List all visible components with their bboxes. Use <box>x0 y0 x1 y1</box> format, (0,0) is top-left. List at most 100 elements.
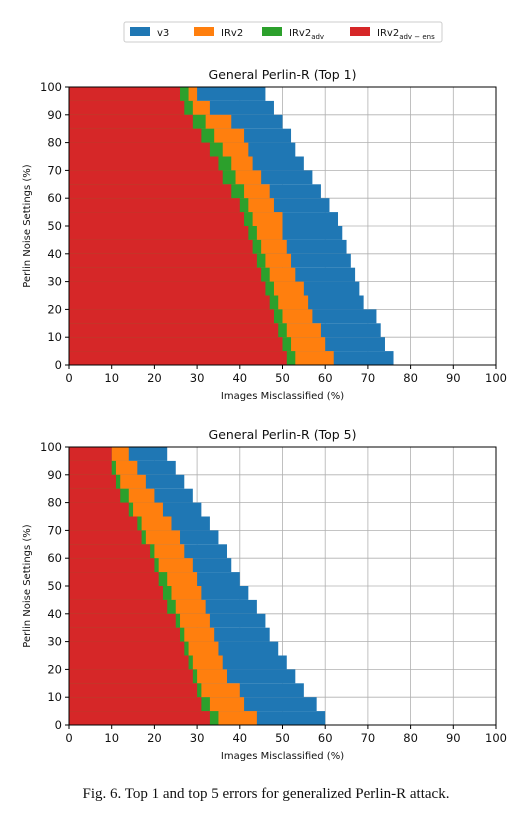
y-tick-label: 0 <box>55 358 62 372</box>
y-tick-label: 90 <box>47 108 62 122</box>
x-tick-label: 70 <box>361 731 376 745</box>
bar <box>69 309 274 324</box>
y-tick-label: 10 <box>47 330 62 344</box>
bar <box>69 599 168 614</box>
x-tick-label: 80 <box>403 731 418 745</box>
y-tick-label: 100 <box>40 80 62 94</box>
bar <box>69 156 219 171</box>
x-tick-label: 50 <box>275 371 290 385</box>
y-tick-label: 60 <box>47 191 62 205</box>
bar <box>69 613 176 628</box>
x-tick-label: 20 <box>147 731 162 745</box>
bar <box>69 351 287 365</box>
bar <box>69 502 129 517</box>
x-tick-label: 60 <box>318 731 333 745</box>
y-tick-label: 30 <box>47 635 62 649</box>
bar <box>69 655 189 670</box>
y-tick-label: 50 <box>47 219 62 233</box>
x-tick-label: 10 <box>104 371 119 385</box>
y-tick-label: 20 <box>47 662 62 676</box>
legend: v3 IRv2 IRv2adv IRv2adv − ens <box>123 21 443 43</box>
x-tick-label: 90 <box>446 731 461 745</box>
y-tick-label: 20 <box>47 302 62 316</box>
legend-label: IRv2adv − ens <box>377 28 435 41</box>
y-tick-label: 0 <box>55 718 62 732</box>
x-tick-label: 90 <box>446 371 461 385</box>
y-tick-label: 100 <box>40 440 62 454</box>
bar <box>69 337 283 352</box>
bar <box>69 586 163 600</box>
bar <box>69 212 245 226</box>
x-tick-label: 30 <box>190 731 205 745</box>
y-tick-label: 80 <box>47 496 62 510</box>
bar <box>69 572 159 586</box>
bar <box>69 87 181 101</box>
y-tick-label: 50 <box>47 579 62 593</box>
x-tick-label: 40 <box>232 371 247 385</box>
bar <box>69 253 257 268</box>
y-tick-label: 30 <box>47 275 62 289</box>
bar <box>69 474 116 489</box>
y-tick-label: 10 <box>47 690 62 704</box>
bar <box>69 267 262 282</box>
x-tick-label: 100 <box>485 731 507 745</box>
x-tick-label: 60 <box>318 371 333 385</box>
bar <box>69 516 138 531</box>
legend-swatch <box>194 27 214 36</box>
x-tick-label: 10 <box>104 731 119 745</box>
legend-swatch <box>130 27 150 36</box>
bar <box>69 669 193 684</box>
legend-swatch <box>262 27 282 36</box>
legend-label: IRv2adv <box>289 28 324 41</box>
bar <box>69 281 266 296</box>
x-tick-label: 80 <box>403 371 418 385</box>
bar <box>69 544 151 559</box>
x-tick-label: 50 <box>275 731 290 745</box>
bar <box>69 488 121 503</box>
bar <box>69 226 249 240</box>
x-axis-label: Images Misclassified (%) <box>221 391 344 402</box>
x-tick-label: 20 <box>147 371 162 385</box>
y-tick-label: 60 <box>47 551 62 565</box>
bar <box>69 128 202 143</box>
y-tick-label: 40 <box>47 247 62 261</box>
legend-label: v3 <box>157 28 169 39</box>
bar <box>69 683 198 698</box>
bar <box>69 697 202 712</box>
x-tick-label: 30 <box>190 371 205 385</box>
bar <box>69 460 112 475</box>
bar <box>69 295 270 310</box>
y-tick-label: 70 <box>47 523 62 537</box>
bar <box>69 323 279 338</box>
legend-swatch <box>350 27 370 36</box>
bar <box>69 239 253 254</box>
bar <box>69 184 232 199</box>
y-axis-label: Perlin Noise Settings (%) <box>22 524 33 648</box>
bar <box>69 711 210 725</box>
legend-label: IRv2 <box>221 28 243 39</box>
y-tick-label: 90 <box>47 468 62 482</box>
bar <box>69 627 181 642</box>
bar <box>69 100 185 115</box>
y-tick-label: 70 <box>47 163 62 177</box>
chart-top1: 0 10 20 30 40 50 60 70 80 90 100 0 10 20 30 40 50 60 70 80 9… <box>22 67 507 402</box>
bar <box>69 558 155 573</box>
x-tick-label: 70 <box>361 371 376 385</box>
bar <box>69 447 112 461</box>
bar <box>69 198 240 213</box>
chart-title: General Perlin-R (Top 5) <box>209 427 357 442</box>
x-tick-label: 0 <box>65 731 72 745</box>
bar <box>69 641 185 656</box>
figure-caption: Fig. 6. Top 1 and top 5 errors for gener… <box>82 786 450 802</box>
bar <box>69 142 210 157</box>
x-axis-label: Images Misclassified (%) <box>221 751 344 762</box>
y-tick-label: 40 <box>47 607 62 621</box>
chart-top5: 0 10 20 30 40 50 60 70 80 90 100 0 10 20 30 40 50 60 70 80 9… <box>22 427 507 762</box>
bar <box>69 114 193 129</box>
chart-title: General Perlin-R (Top 1) <box>209 67 357 82</box>
x-tick-label: 0 <box>65 371 72 385</box>
bar <box>69 170 223 185</box>
y-axis-label: Perlin Noise Settings (%) <box>22 164 33 288</box>
y-tick-label: 80 <box>47 136 62 150</box>
